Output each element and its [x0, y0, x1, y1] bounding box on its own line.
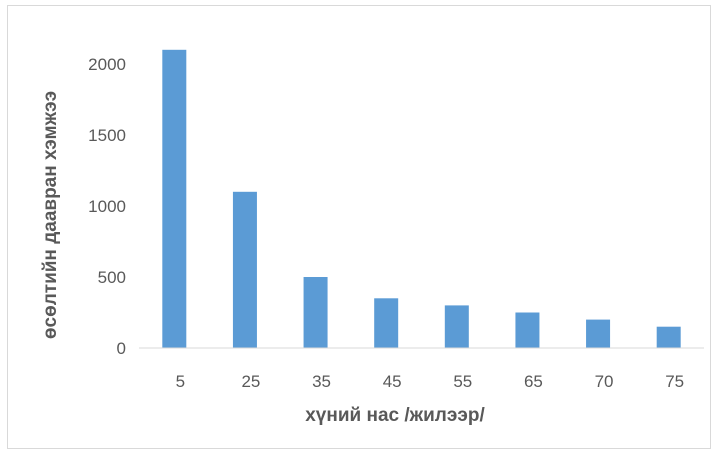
x-tick-label: 25: [241, 372, 260, 391]
bar-70: [586, 319, 611, 348]
y-tick-labels: 0 500 1000 1500 2000: [88, 55, 126, 358]
y-tick-label: 1500: [88, 126, 126, 145]
y-axis-title: өсөлтийн даавран хэмжээ: [40, 91, 61, 339]
x-tick-label: 70: [595, 372, 614, 391]
y-tick-label: 1000: [88, 197, 126, 216]
y-tick-label: 2000: [88, 55, 126, 74]
bars-group: [162, 49, 681, 349]
x-axis-title: хүний нас /жилээр/: [305, 405, 485, 426]
bar-5: [162, 49, 187, 349]
chart-frame: [7, 5, 711, 449]
x-tick-label: 35: [312, 372, 331, 391]
x-tick-label: 65: [524, 372, 543, 391]
bar-65: [515, 312, 540, 348]
x-tick-label: 55: [453, 372, 472, 391]
x-tick-label: 75: [665, 372, 684, 391]
y-tick-label: 0: [117, 339, 126, 358]
bar-45: [374, 298, 399, 348]
bar-25: [232, 191, 257, 348]
y-tick-label: 500: [98, 268, 126, 287]
bar-55: [444, 305, 469, 348]
x-tick-label: 45: [383, 372, 402, 391]
bar-75: [656, 326, 681, 348]
bar-35: [303, 277, 328, 348]
x-tick-label: 5: [176, 372, 185, 391]
x-tick-labels: 5 25 35 45 55 65 70 75: [176, 372, 685, 391]
